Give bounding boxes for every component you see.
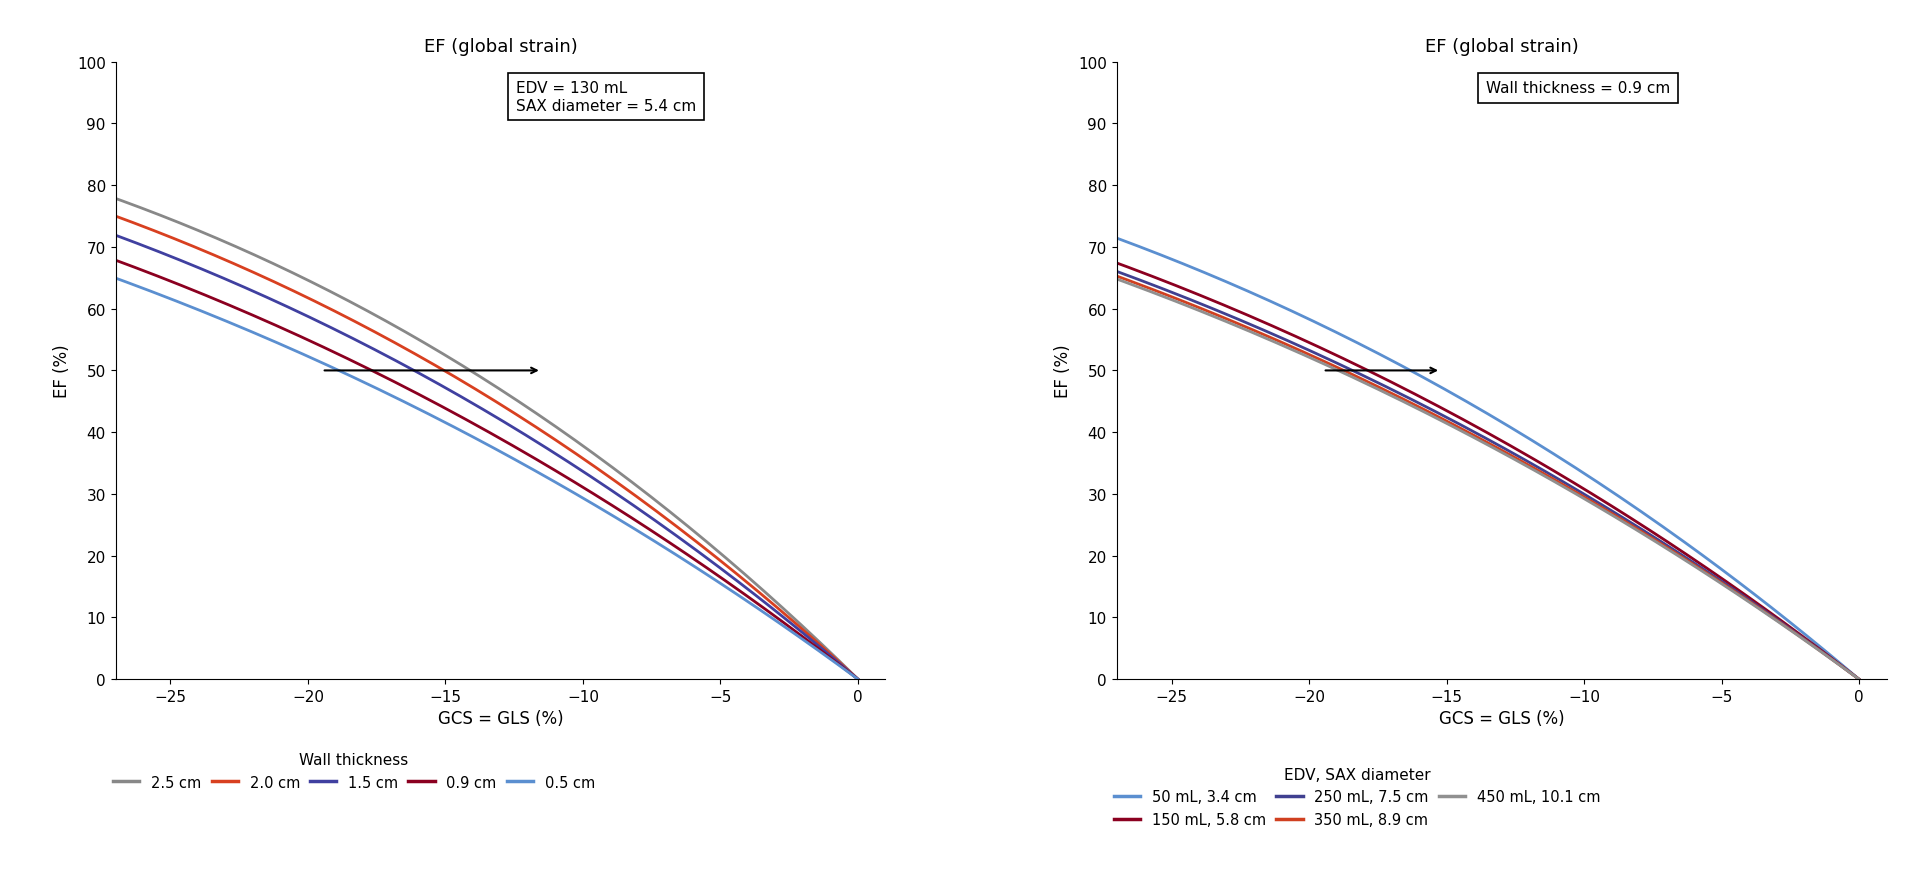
Y-axis label: EF (%): EF (%) — [1055, 344, 1072, 398]
Legend: 2.5 cm, 2.0 cm, 1.5 cm, 0.9 cm, 0.5 cm: 2.5 cm, 2.0 cm, 1.5 cm, 0.9 cm, 0.5 cm — [108, 746, 601, 796]
Legend: 50 mL, 3.4 cm, 150 mL, 5.8 cm, 250 mL, 7.5 cm, 350 mL, 8.9 cm, 450 mL, 10.1 cm: 50 mL, 3.4 cm, 150 mL, 5.8 cm, 250 mL, 7… — [1109, 762, 1605, 832]
X-axis label: GCS = GLS (%): GCS = GLS (%) — [1438, 710, 1565, 728]
Text: EDV = 130 mL
SAX diameter = 5.4 cm: EDV = 130 mL SAX diameter = 5.4 cm — [516, 81, 697, 114]
Title: EF (global strain): EF (global strain) — [1424, 38, 1578, 55]
Y-axis label: EF (%): EF (%) — [54, 344, 71, 398]
Title: EF (global strain): EF (global strain) — [424, 38, 578, 55]
Text: Wall thickness = 0.9 cm: Wall thickness = 0.9 cm — [1486, 81, 1671, 96]
X-axis label: GCS = GLS (%): GCS = GLS (%) — [437, 710, 564, 728]
